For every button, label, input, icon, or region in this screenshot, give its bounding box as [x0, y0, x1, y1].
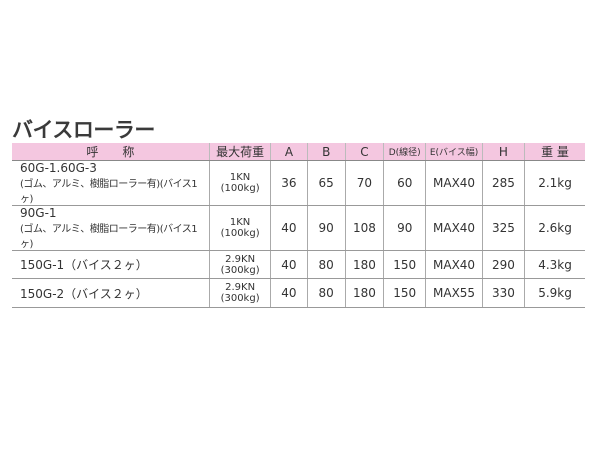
header-row: 呼 称 最大荷重 A B C D(線径) E(バイス幅) H 重 量 — [12, 143, 585, 161]
load-kn: 1KN — [229, 217, 251, 228]
a-cell: 36 — [270, 160, 308, 206]
weight-cell: 4.3kg — [524, 250, 585, 279]
h-cell: 330 — [481, 278, 525, 308]
c-cell: 180 — [344, 278, 384, 308]
c-cell: 108 — [344, 205, 384, 251]
weight-cell: 5.9kg — [524, 278, 585, 308]
h-cell: 285 — [481, 160, 525, 206]
load-kn: 2.9KN — [225, 282, 256, 293]
header-a: A — [270, 143, 308, 161]
a-cell: 40 — [270, 278, 308, 308]
d-cell: 150 — [383, 278, 426, 308]
header-load: 最大荷重 — [208, 143, 271, 161]
model-name: 60G-1.60G-3 — [20, 161, 97, 175]
h-cell: 290 — [481, 250, 525, 279]
name-cell: 150G-1（バイス２ヶ） — [12, 250, 210, 279]
e-cell: MAX40 — [425, 160, 483, 206]
header-weight: 重 量 — [524, 143, 585, 161]
header-h: H — [481, 143, 525, 161]
b-cell: 80 — [306, 278, 346, 308]
header-d: D(線径) — [383, 143, 426, 161]
h-cell: 325 — [481, 205, 525, 251]
load-cell: 1KN (100kg) — [208, 205, 271, 251]
load-kg: (100kg) — [220, 228, 260, 239]
table-row: 150G-2（バイス２ヶ） 2.9KN (300kg) 40 80 180 150… — [12, 278, 585, 308]
load-kn: 2.9KN — [225, 253, 256, 265]
header-c: C — [344, 143, 384, 161]
name-cell: 150G-2（バイス２ヶ） — [12, 278, 210, 308]
a-cell: 40 — [270, 205, 308, 251]
name-cell: 90G-1 (ゴム、アルミ、樹脂ローラー有)(バイス1ヶ) — [12, 205, 210, 251]
e-cell: MAX55 — [425, 278, 483, 308]
header-e: E(バイス幅) — [425, 143, 483, 161]
spec-table: 呼 称 最大荷重 A B C D(線径) E(バイス幅) H 重 量 60G-1… — [12, 143, 585, 308]
model-name: 90G-1 — [20, 206, 57, 220]
weight-cell: 2.1kg — [524, 160, 585, 206]
a-cell: 40 — [270, 250, 308, 279]
d-cell: 60 — [383, 160, 426, 206]
name-cell: 60G-1.60G-3 (ゴム、アルミ、樹脂ローラー有)(バイス1ヶ) — [12, 160, 210, 206]
e-cell: MAX40 — [425, 205, 483, 251]
b-cell: 90 — [306, 205, 346, 251]
load-cell: 1KN (100kg) — [208, 160, 271, 206]
load-cell: 2.9KN (300kg) — [208, 278, 271, 308]
load-kg: (300kg) — [220, 264, 260, 276]
table-row: 150G-1（バイス２ヶ） 2.9KN (300kg) 40 80 180 150… — [12, 250, 585, 279]
header-name: 呼 称 — [12, 143, 210, 161]
model-note: (ゴム、アルミ、樹脂ローラー有)(バイス1ヶ) — [20, 179, 198, 205]
load-kn: 1KN — [229, 172, 251, 183]
b-cell: 80 — [306, 250, 346, 279]
load-kg: (300kg) — [220, 293, 260, 304]
b-cell: 65 — [306, 160, 346, 206]
load-cell: 2.9KN (300kg) — [208, 250, 271, 279]
c-cell: 70 — [344, 160, 384, 206]
table-row: 60G-1.60G-3 (ゴム、アルミ、樹脂ローラー有)(バイス1ヶ) 1KN (1… — [12, 160, 585, 206]
header-b: B — [306, 143, 346, 161]
weight-cell: 2.6kg — [524, 205, 585, 251]
d-cell: 90 — [383, 205, 426, 251]
table-row: 90G-1 (ゴム、アルミ、樹脂ローラー有)(バイス1ヶ) 1KN (100kg) … — [12, 205, 585, 251]
c-cell: 180 — [344, 250, 384, 279]
model-note: (ゴム、アルミ、樹脂ローラー有)(バイス1ヶ) — [20, 224, 198, 250]
page-title: バイスローラー — [12, 118, 155, 142]
e-cell: MAX40 — [425, 250, 483, 279]
d-cell: 150 — [383, 250, 426, 279]
load-kg: (100kg) — [220, 183, 260, 194]
